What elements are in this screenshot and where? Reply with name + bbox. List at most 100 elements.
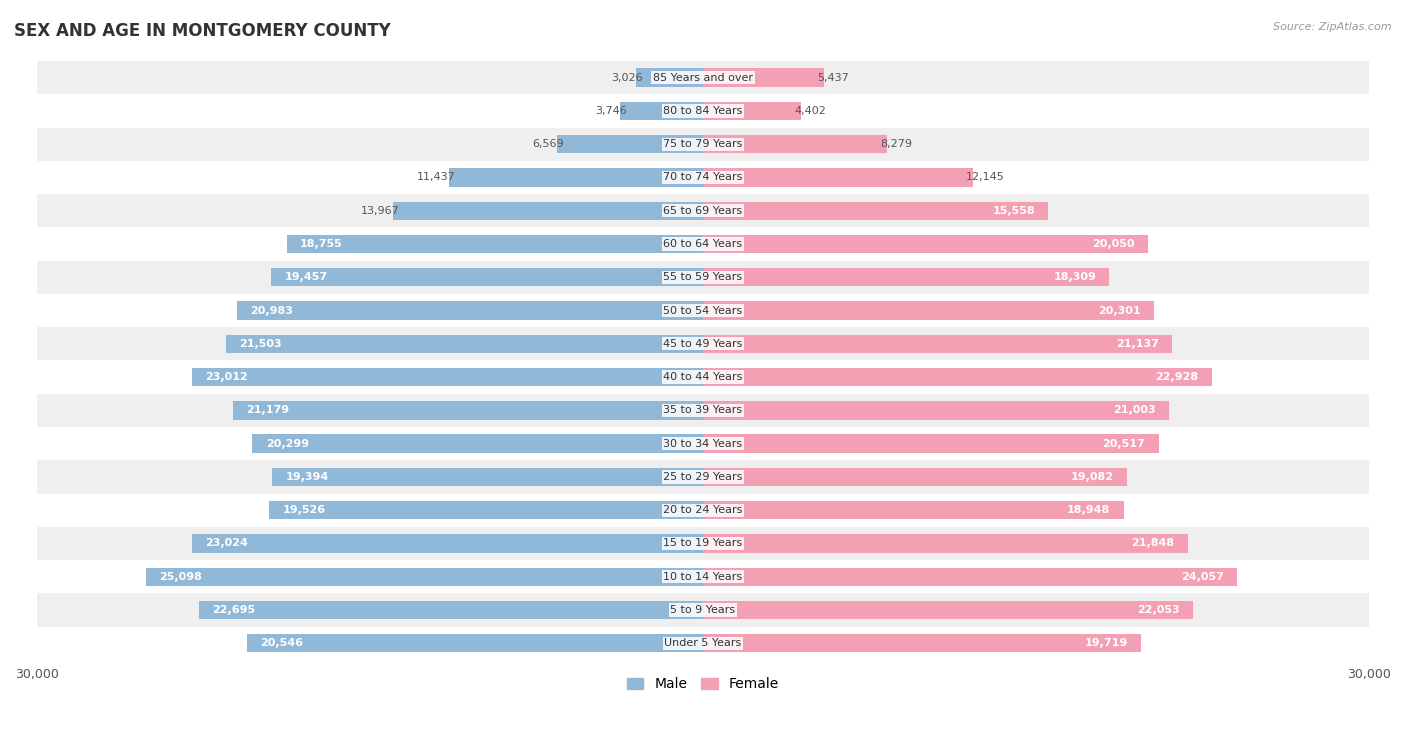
Text: 45 to 49 Years: 45 to 49 Years xyxy=(664,338,742,349)
Text: 15 to 19 Years: 15 to 19 Years xyxy=(664,539,742,548)
Bar xyxy=(703,135,887,153)
Bar xyxy=(37,194,1369,228)
Bar xyxy=(247,634,703,653)
Text: 70 to 74 Years: 70 to 74 Years xyxy=(664,172,742,183)
Text: Under 5 Years: Under 5 Years xyxy=(665,638,741,648)
Bar xyxy=(225,335,703,353)
Text: 12,145: 12,145 xyxy=(966,172,1005,183)
Text: 20,546: 20,546 xyxy=(260,638,304,648)
Text: 20 to 24 Years: 20 to 24 Years xyxy=(664,505,742,515)
Text: 19,457: 19,457 xyxy=(284,272,328,282)
Text: 55 to 59 Years: 55 to 59 Years xyxy=(664,272,742,282)
Text: 80 to 84 Years: 80 to 84 Years xyxy=(664,106,742,116)
Text: 3,026: 3,026 xyxy=(610,72,643,83)
Bar xyxy=(703,601,1192,619)
Text: 20,050: 20,050 xyxy=(1092,239,1135,249)
Text: 22,695: 22,695 xyxy=(212,605,256,615)
Text: 18,755: 18,755 xyxy=(299,239,343,249)
Text: 18,948: 18,948 xyxy=(1067,505,1111,515)
Bar xyxy=(703,235,1149,253)
Bar xyxy=(193,368,703,386)
Bar xyxy=(252,435,703,453)
Text: 25 to 29 Years: 25 to 29 Years xyxy=(664,472,742,482)
Bar xyxy=(273,468,703,486)
Text: 11,437: 11,437 xyxy=(418,172,456,183)
Text: 3,746: 3,746 xyxy=(595,106,627,116)
Bar xyxy=(449,168,703,187)
Text: 40 to 44 Years: 40 to 44 Years xyxy=(664,372,742,382)
Bar xyxy=(703,634,1140,653)
Bar xyxy=(191,534,703,553)
Text: 35 to 39 Years: 35 to 39 Years xyxy=(664,406,742,415)
Text: 5 to 9 Years: 5 to 9 Years xyxy=(671,605,735,615)
Bar xyxy=(37,460,1369,494)
Bar xyxy=(37,394,1369,427)
Bar xyxy=(703,501,1123,520)
Bar xyxy=(37,95,1369,128)
Bar xyxy=(37,627,1369,660)
Bar xyxy=(703,69,824,86)
Bar xyxy=(703,568,1237,586)
Text: 19,526: 19,526 xyxy=(283,505,326,515)
Bar xyxy=(37,294,1369,327)
Bar xyxy=(703,401,1170,420)
Text: 4,402: 4,402 xyxy=(794,106,825,116)
Bar xyxy=(620,102,703,120)
Text: 10 to 14 Years: 10 to 14 Years xyxy=(664,572,742,582)
Legend: Male, Female: Male, Female xyxy=(621,672,785,697)
Text: 21,137: 21,137 xyxy=(1116,338,1159,349)
Bar xyxy=(238,302,703,320)
Bar xyxy=(37,327,1369,361)
Bar xyxy=(37,427,1369,460)
Text: 85 Years and over: 85 Years and over xyxy=(652,72,754,83)
Bar xyxy=(37,128,1369,161)
Text: 22,053: 22,053 xyxy=(1136,605,1180,615)
Text: Source: ZipAtlas.com: Source: ZipAtlas.com xyxy=(1274,22,1392,33)
Text: 21,003: 21,003 xyxy=(1114,406,1156,415)
Bar xyxy=(37,228,1369,261)
Bar xyxy=(703,302,1154,320)
Bar xyxy=(37,494,1369,527)
Text: 50 to 54 Years: 50 to 54 Years xyxy=(664,305,742,316)
Text: 75 to 79 Years: 75 to 79 Years xyxy=(664,139,742,149)
Text: 20,517: 20,517 xyxy=(1102,439,1146,449)
Text: 30 to 34 Years: 30 to 34 Years xyxy=(664,439,742,449)
Text: 21,848: 21,848 xyxy=(1132,539,1175,548)
Text: 13,967: 13,967 xyxy=(361,205,399,216)
Text: 25,098: 25,098 xyxy=(159,572,202,582)
Bar xyxy=(703,335,1173,353)
Text: 24,057: 24,057 xyxy=(1181,572,1223,582)
Bar xyxy=(703,468,1126,486)
Bar xyxy=(37,161,1369,194)
Bar xyxy=(703,202,1049,220)
Text: 22,928: 22,928 xyxy=(1156,372,1199,382)
Text: SEX AND AGE IN MONTGOMERY COUNTY: SEX AND AGE IN MONTGOMERY COUNTY xyxy=(14,22,391,40)
Text: 8,279: 8,279 xyxy=(880,139,912,149)
Bar xyxy=(636,69,703,86)
Bar xyxy=(233,401,703,420)
Text: 23,012: 23,012 xyxy=(205,372,247,382)
Text: 20,301: 20,301 xyxy=(1098,305,1140,316)
Bar xyxy=(37,560,1369,593)
Text: 19,082: 19,082 xyxy=(1070,472,1114,482)
Text: 65 to 69 Years: 65 to 69 Years xyxy=(664,205,742,216)
Bar xyxy=(703,102,801,120)
Text: 18,309: 18,309 xyxy=(1053,272,1097,282)
Text: 21,179: 21,179 xyxy=(246,406,290,415)
Bar xyxy=(703,534,1188,553)
Bar xyxy=(703,368,1212,386)
Text: 23,024: 23,024 xyxy=(205,539,247,548)
Bar xyxy=(557,135,703,153)
Bar xyxy=(200,601,703,619)
Bar xyxy=(703,435,1159,453)
Bar xyxy=(270,501,703,520)
Bar xyxy=(37,61,1369,95)
Bar xyxy=(37,527,1369,560)
Bar xyxy=(271,268,703,287)
Text: 20,299: 20,299 xyxy=(266,439,309,449)
Text: 5,437: 5,437 xyxy=(817,72,849,83)
Text: 60 to 64 Years: 60 to 64 Years xyxy=(664,239,742,249)
Text: 19,394: 19,394 xyxy=(285,472,329,482)
Bar xyxy=(703,168,973,187)
Bar xyxy=(37,593,1369,627)
